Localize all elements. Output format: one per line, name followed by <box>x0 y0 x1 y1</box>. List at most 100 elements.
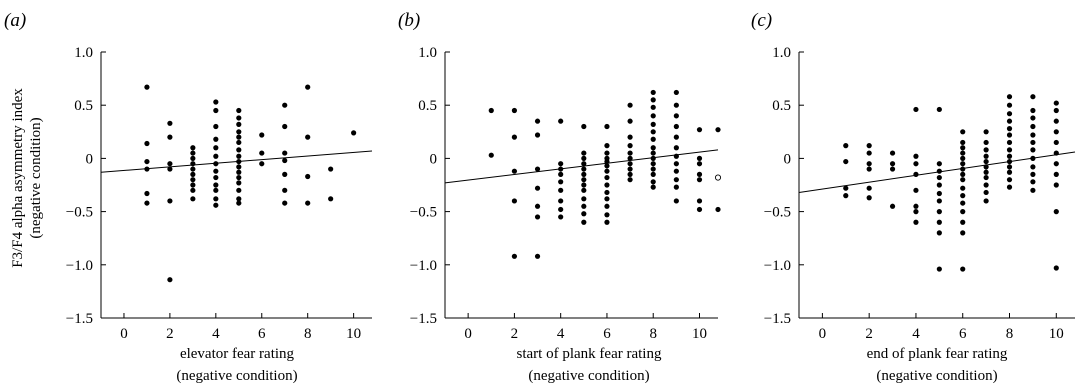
x-tick-label-b: 0 <box>464 326 472 342</box>
data-point-b <box>627 118 633 124</box>
data-point-c <box>913 187 919 193</box>
y-tick-label-c: 0.5 <box>772 98 791 114</box>
data-point-a <box>213 174 219 181</box>
data-point-b <box>511 198 518 204</box>
data-point-a <box>190 177 196 183</box>
data-point-c <box>1030 132 1036 138</box>
data-point-a <box>282 150 288 156</box>
panel-label-a: (a) <box>4 10 26 31</box>
data-point-b <box>488 107 494 114</box>
data-point-a <box>190 161 196 167</box>
data-point-c <box>1006 153 1013 159</box>
data-point-b <box>581 177 587 183</box>
data-point-a <box>190 196 196 202</box>
y-tick-label-a: −0.5 <box>66 205 93 221</box>
data-point-b <box>673 184 679 190</box>
data-point-a <box>213 161 219 167</box>
data-point-c <box>1030 155 1036 161</box>
data-point-a <box>213 123 219 130</box>
y-axis-label-line2: (negative condition) <box>28 117 44 238</box>
data-point-a <box>190 187 196 193</box>
data-point-a <box>236 187 242 193</box>
data-point-c <box>960 155 966 161</box>
plot-area-a: 1.0 0.5 0 −0.5 −1.0 −1.5 0 2 4 6 8 10 <box>66 45 373 342</box>
data-point-b <box>604 203 610 209</box>
data-point-b <box>581 182 587 188</box>
data-point-c <box>1006 94 1013 100</box>
data-point-b <box>604 123 610 130</box>
data-point-c <box>889 150 896 156</box>
data-point-b <box>673 134 679 140</box>
data-point-b <box>650 161 656 167</box>
data-point-c <box>983 139 989 146</box>
data-point-b <box>604 174 610 181</box>
data-point-c <box>936 230 942 236</box>
data-point-b <box>558 206 564 213</box>
data-point-a <box>236 180 242 186</box>
data-point-c <box>1030 164 1036 170</box>
data-point-c <box>1030 179 1036 185</box>
data-point-c <box>913 203 919 209</box>
data-point-c <box>1053 182 1059 188</box>
data-point-b <box>715 127 721 133</box>
x-tick-label-a: 10 <box>346 326 361 342</box>
data-point-c <box>1030 107 1036 114</box>
data-point-c <box>1030 187 1036 193</box>
data-point-a <box>259 132 265 138</box>
data-point-a <box>144 200 150 206</box>
data-point-b <box>534 203 541 209</box>
data-point-a <box>213 182 219 188</box>
y-tick-label-a: −1.5 <box>66 311 93 327</box>
data-point-a <box>236 147 242 153</box>
data-point-c <box>936 106 942 113</box>
data-point-b <box>673 89 679 96</box>
data-point-open-b <box>714 174 722 181</box>
data-point-c <box>960 209 966 215</box>
data-point-b <box>534 185 541 191</box>
data-point-c <box>983 147 989 153</box>
data-point-c <box>960 129 966 135</box>
y-tick-label-b: −0.5 <box>410 205 437 221</box>
y-tick-label-c: −0.5 <box>764 205 791 221</box>
data-point-b <box>696 177 703 183</box>
data-point-c <box>983 198 989 204</box>
data-point-b <box>558 214 564 220</box>
data-point-a <box>213 145 219 151</box>
data-point-c <box>960 139 966 146</box>
data-point-c <box>1006 139 1013 146</box>
x-axis-label-c-line2: (negative condition) <box>876 368 997 384</box>
data-point-b <box>581 123 587 130</box>
x-axis-label-b: start of plank fear rating <box>517 346 662 362</box>
data-point-c <box>936 219 942 225</box>
data-point-b <box>673 168 679 174</box>
data-point-a <box>190 155 196 161</box>
data-point-c <box>1053 209 1059 215</box>
data-point-c <box>913 209 919 215</box>
data-point-b <box>650 89 656 96</box>
data-point-c <box>960 230 966 236</box>
data-point-b <box>581 161 587 167</box>
data-point-b <box>627 171 633 177</box>
data-point-a <box>236 196 242 202</box>
data-point-c <box>1030 123 1036 130</box>
data-point-a <box>236 107 242 114</box>
data-point-a <box>213 107 219 114</box>
data-point-c <box>913 171 919 177</box>
panel-a: (a) 1.0 0.5 0 −0.5 −1.0 −1.5 0 2 4 6 8 10 elevator … <box>4 10 373 384</box>
data-point-b <box>534 166 541 172</box>
data-point-b <box>604 219 610 225</box>
data-point-b <box>696 198 703 204</box>
data-point-c <box>866 195 872 201</box>
panel-b: (b) 1.0 0.5 0 −0.5 −1.0 −1.5 0 2 4 6 8 10 start of … <box>398 10 722 384</box>
data-point-b <box>511 134 518 140</box>
data-point-b <box>696 206 703 213</box>
data-point-a <box>190 171 196 177</box>
data-point-a <box>351 130 357 136</box>
x-tick-label-b: 6 <box>603 326 611 342</box>
data-point-a <box>213 202 219 208</box>
data-point-a <box>236 129 242 135</box>
data-point-b <box>627 155 633 161</box>
data-point-b <box>673 177 679 183</box>
panel-label-c: (c) <box>751 10 772 31</box>
